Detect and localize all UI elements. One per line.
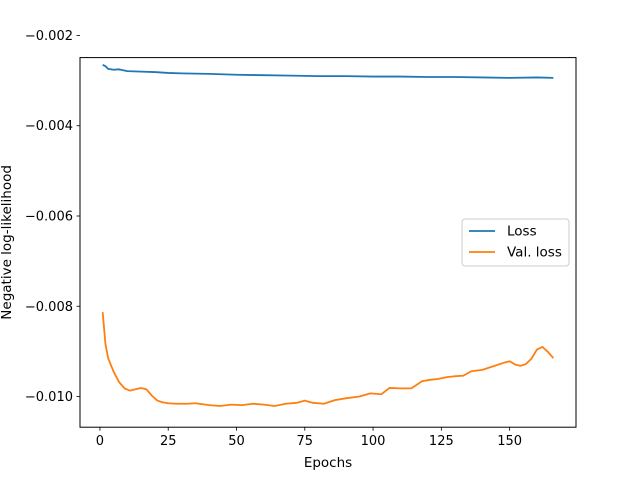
y-tick-label: −0.006 [25,210,73,225]
y-tick-label: −0.004 [25,119,73,134]
series-line-loss [102,64,554,79]
x-tick-label: 0 [96,434,104,449]
legend: Loss Val. loss [461,218,570,267]
x-tick-label: 50 [228,434,245,449]
x-axis-label: Epochs [304,455,352,471]
x-tick-label: 150 [497,434,522,449]
y-axis-ticks: −0.010 −0.008 −0.006 −0.004 −0.002 [25,29,80,405]
x-tick-label: 25 [160,434,177,449]
x-axis-ticks: 0 25 50 75 100 125 150 [96,427,522,449]
legend-label-val-loss: Val. loss [507,245,562,261]
x-tick-label: 125 [429,434,454,449]
y-tick-label: −0.008 [25,300,73,315]
y-axis-label: Negative log-likelihood [0,165,15,320]
axes-frame [79,57,577,428]
legend-label-loss: Loss [507,224,537,240]
y-tick-label: −0.002 [25,29,73,44]
y-tick-label: −0.010 [25,390,73,405]
series-lines [101,64,555,407]
plot-area [79,57,577,428]
x-tick-label: 100 [361,434,386,449]
series-line-val-loss [101,312,555,407]
x-tick-label: 75 [297,434,314,449]
